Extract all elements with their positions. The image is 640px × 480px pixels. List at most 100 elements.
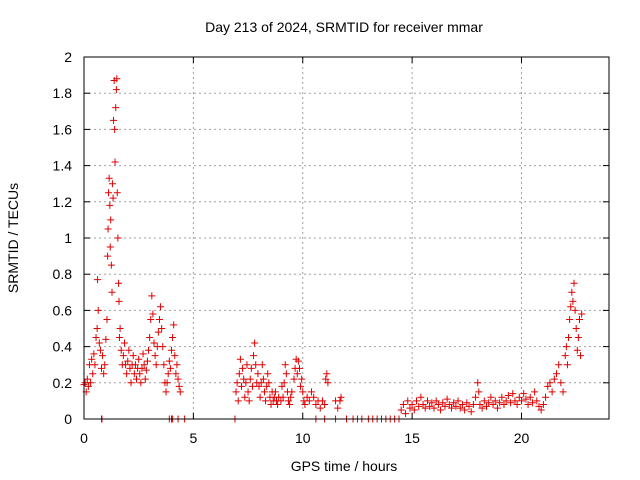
data-point [402,410,410,418]
data-point [553,370,560,378]
data-point [127,379,135,387]
data-point [423,397,431,405]
data-point [160,361,168,369]
data-point [299,388,307,396]
data-point [149,310,157,318]
data-point [305,397,313,405]
data-point [96,346,104,354]
data-point [524,401,532,409]
data-point [90,350,98,358]
data-point [404,397,412,405]
data-point [240,375,248,383]
data-point [555,361,563,369]
data-point [235,370,243,378]
data-point [507,399,515,407]
data-point [106,201,114,209]
data-point [135,355,143,363]
data-point [285,397,293,405]
data-point [522,395,530,403]
data-point [100,370,108,378]
data-point [116,325,124,332]
data-point [399,401,407,409]
data-point [337,393,345,401]
data-point [575,315,583,323]
data-point [544,382,552,390]
data-point [498,393,506,401]
data-point [280,379,288,387]
data-point [474,379,482,387]
data-point [251,339,259,347]
y-tick-label: 1 [64,230,72,246]
y-tick-label: 0.8 [53,266,73,282]
data-point [234,397,242,405]
data-point [298,375,306,383]
data-point [105,189,112,197]
data-point [247,364,255,372]
data-point [172,370,180,378]
data-point [413,397,420,405]
y-axis-label: SRMTID / TECUs [5,183,21,293]
y-tick-label: 0.6 [53,302,73,318]
data-point [415,402,423,410]
data-point [174,375,182,383]
data-point [95,339,103,347]
data-point [456,404,464,412]
data-point [263,382,271,390]
data-point [257,379,265,387]
data-point [140,361,148,369]
data-point [324,379,332,387]
data-point [485,399,493,407]
plot-frame [83,56,610,420]
y-tick-label: 1.2 [53,194,73,210]
data-point [568,288,576,296]
data-point [141,375,149,383]
data-point [111,125,119,133]
data-point [159,343,167,351]
data-point [297,382,305,390]
data-point [489,401,497,409]
data-point [117,346,125,354]
y-tick-label: 1.6 [53,121,73,137]
data-point [83,375,91,383]
data-point [103,315,111,323]
data-point [129,352,137,360]
data-point [279,393,287,401]
data-point [101,361,109,369]
data-point [417,393,425,401]
data-point [131,361,139,369]
data-point [316,404,324,412]
data-point [406,404,414,412]
data-point [458,401,466,409]
data-point [264,370,272,378]
x-tick-label: 15 [404,430,420,446]
data-point [310,393,318,401]
data-point [94,276,102,284]
data-point [452,402,460,410]
data-point [106,243,114,251]
data-point [410,406,418,414]
data-point [562,343,570,351]
data-point [98,364,105,372]
data-point [557,379,565,387]
data-point [520,390,528,398]
data-point [537,406,545,414]
data-point [397,406,405,414]
data-point [513,401,521,409]
y-tick-label: 0.4 [53,339,73,355]
data-point [432,397,440,405]
data-point [334,404,342,412]
data-point [566,315,574,323]
data-point [252,361,260,369]
data-point [550,375,558,383]
data-point [454,397,462,405]
data-point [301,401,309,409]
data-point [248,382,256,390]
data-point [123,370,131,378]
data-point [155,315,163,323]
data-point [434,401,442,409]
x-tick-label: 20 [514,430,530,446]
data-point [286,401,294,409]
x-tick-label: 5 [189,430,197,446]
data-point [115,297,123,305]
